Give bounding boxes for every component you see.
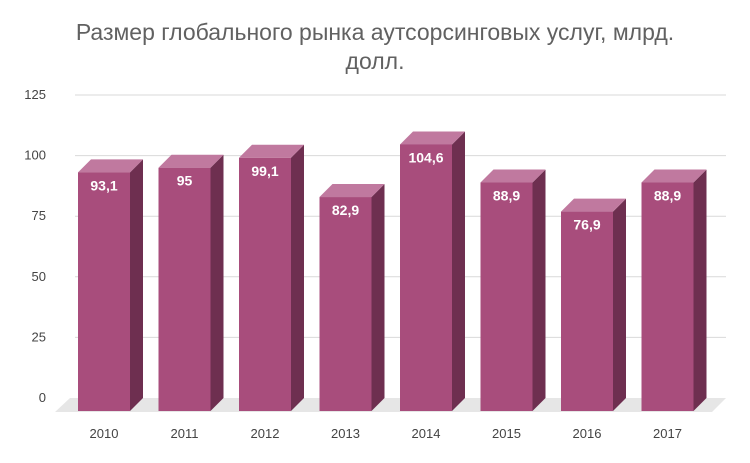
bars: 93,1 95 99,1 82,9 104,6 88,9 76,9 88,9 [78,131,707,412]
bar-side-face [130,159,143,411]
bar-top-face [158,154,224,168]
y-tick-label: 0 [39,390,46,405]
bar-top-face [400,131,465,145]
bar-value-label: 93,1 [90,177,117,193]
bar: 93,1 [78,159,143,411]
x-category-label: 2011 [171,426,199,441]
bar: 99,1 [239,144,304,411]
x-category-label: 2013 [331,426,360,441]
x-category-label: 2012 [251,426,280,441]
bar-front-face [400,144,452,412]
bar: 104,6 [400,131,465,412]
chart-floor [55,398,726,412]
x-axis-categories: 2010 2011 2012 2013 2014 2015 2016 2017 [90,426,682,441]
bar-top-face [319,184,385,198]
chart-title-line-2: долл. [345,48,405,74]
x-category-label: 2014 [412,426,441,441]
x-category-label: 2010 [90,426,119,441]
y-axis-ticks: 0 25 50 75 100 125 [24,87,46,405]
bar-side-face [693,169,707,411]
bar-front-face [319,197,372,411]
bar-top-face [480,169,546,183]
bar-value-label: 76,9 [573,217,600,233]
bar-front-face [78,172,130,411]
y-tick-label: 50 [32,269,46,284]
bar-top-face [561,198,626,212]
y-tick-label: 25 [32,329,46,344]
x-category-label: 2017 [653,426,682,441]
bar: 95 [158,154,224,411]
bar-front-face [158,167,211,411]
y-tick-label: 75 [32,208,46,223]
bar-value-label: 82,9 [332,202,359,218]
chart-title-line-1: Размер глобального рынка аутсорсинговых … [75,19,675,45]
y-tick-label: 100 [24,148,46,163]
bar-side-face [613,198,626,411]
bar-top-face [641,169,707,183]
bar-front-face [561,211,613,411]
x-category-label: 2015 [492,426,521,441]
bar-top-face [239,144,304,158]
bar-value-label: 88,9 [493,188,520,204]
bar-top-face [78,159,143,173]
bar: 88,9 [641,169,707,411]
bar: 82,9 [319,184,385,411]
bar-value-label: 99,1 [251,163,278,179]
bar-side-face [532,169,546,411]
bar: 76,9 [561,198,626,411]
bar-value-label: 95 [177,173,193,189]
x-category-label: 2016 [573,426,602,441]
bar-value-label: 88,9 [654,188,681,204]
bar-front-face [480,182,533,411]
bar-side-face [452,131,465,412]
bar-side-face [371,184,385,411]
bar-value-label: 104,6 [408,149,443,165]
bar-front-face [641,182,694,411]
y-tick-label: 125 [24,87,46,102]
chart-title: Размер глобального рынка аутсорсинговых … [0,18,750,76]
bar-side-face [210,154,224,411]
bar-front-face [239,157,291,411]
bar: 88,9 [480,169,546,411]
bar-side-face [291,144,304,411]
